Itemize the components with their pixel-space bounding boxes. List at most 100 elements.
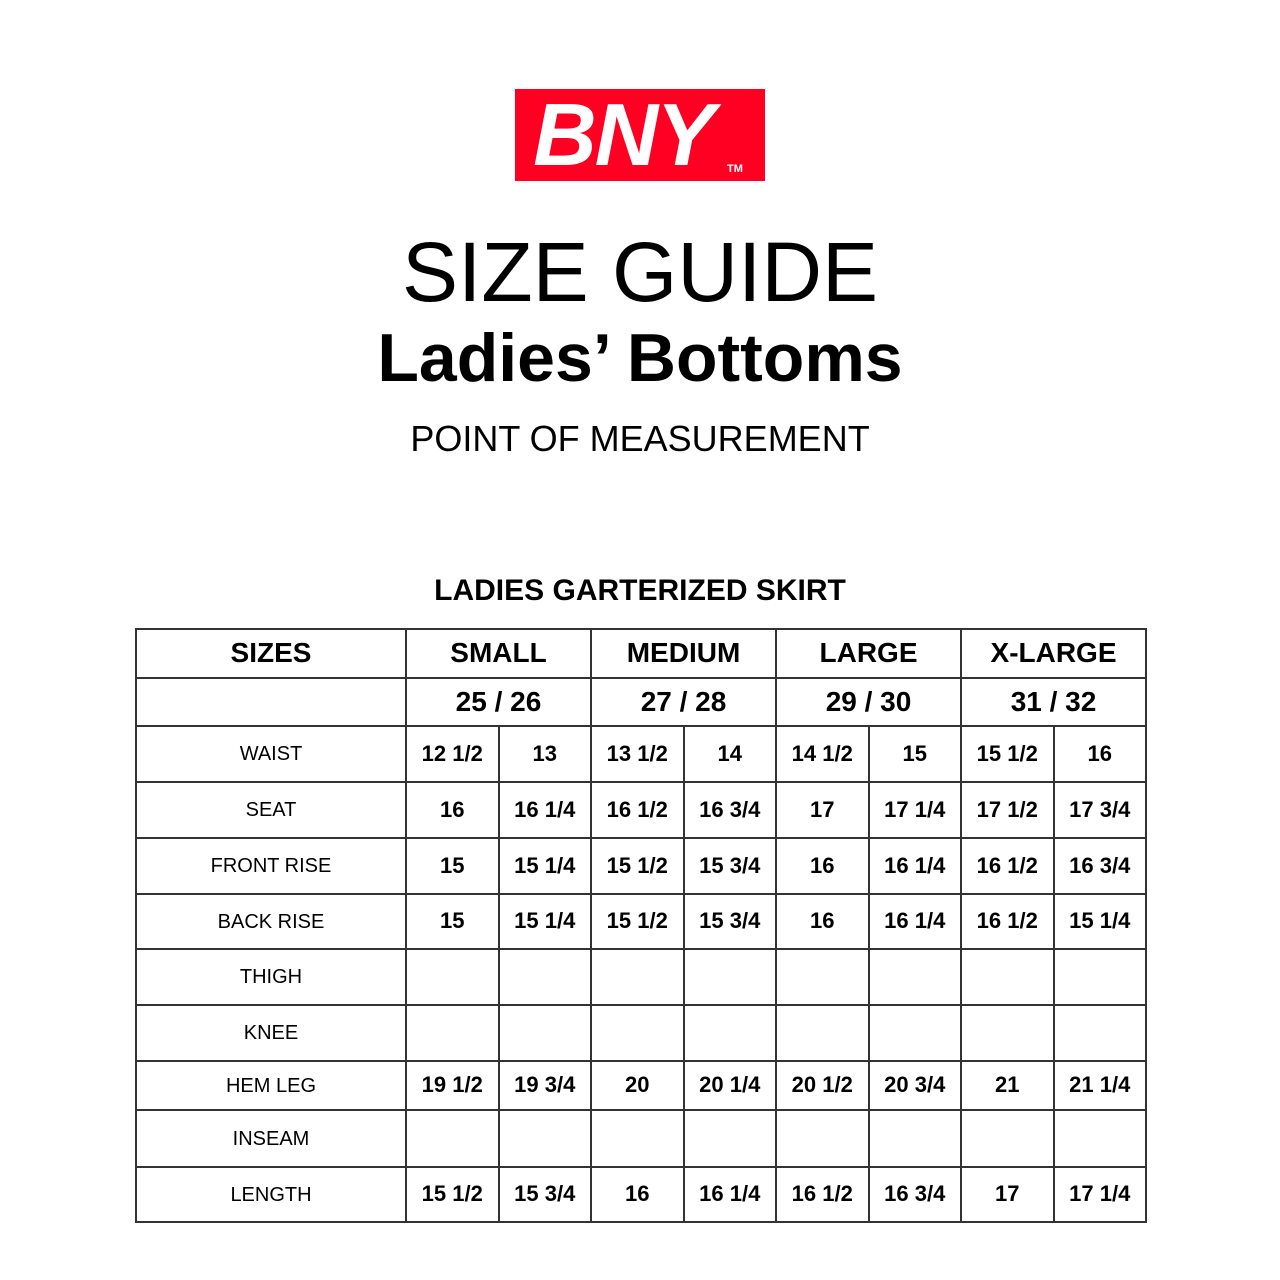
measurement-value: 16 [1052, 725, 1148, 783]
measurement-value: 16 1/2 [775, 1166, 870, 1223]
page-subtitle: Ladies’ Bottoms [377, 320, 903, 396]
measurement-value: 15 1/2 [590, 893, 685, 950]
table-row: HEM LEG 19 1/2 19 3/4 20 20 1/4 20 1/2 20 3/4 2… [135, 1060, 1148, 1111]
measurement-value: 16 1/2 [960, 893, 1055, 950]
measurement-value [960, 1109, 1055, 1168]
logo-text: BNY [533, 89, 715, 181]
table-row: FRONT RISE 15 15 1/4 15 1/2 15 3/4 16 16 1/4 16… [135, 837, 1148, 895]
measurement-value: 16 [405, 781, 500, 839]
measurement-value: 15 3/4 [682, 893, 778, 950]
measurement-label: KNEE [135, 1004, 407, 1062]
size-range: 29 / 30 [775, 677, 963, 727]
measurement-value [1052, 948, 1148, 1006]
measurement-label: BACK RISE [135, 893, 407, 950]
measurement-value: 21 1/4 [1052, 1060, 1148, 1111]
measurement-value: 17 1/2 [960, 781, 1055, 839]
measurement-value: 15 1/2 [405, 1166, 500, 1223]
table-row: KNEE [135, 1004, 1148, 1062]
measurement-label: SEAT [135, 781, 407, 839]
size-table: SIZES SMALL MEDIUM LARGE X-LARGE 25 / 26 27 / … [135, 628, 1148, 1223]
measurement-value: 14 1/2 [775, 725, 870, 783]
size-name: MEDIUM [589, 628, 778, 679]
size-range: 27 / 28 [589, 677, 778, 727]
measurement-value [1052, 1004, 1148, 1062]
table-title: LADIES GARTERIZED SKIRT [434, 574, 846, 607]
measurement-value: 16 1/4 [867, 837, 963, 895]
measurement-value [590, 948, 685, 1006]
measurement-value [960, 1004, 1055, 1062]
size-range: 25 / 26 [405, 677, 592, 727]
table-row: WAIST 12 1/2 13 13 1/2 14 14 1/2 15 15 1/2 16 [135, 725, 1148, 783]
measurement-value: 15 1/4 [1052, 893, 1148, 950]
measurement-label: THIGH [135, 948, 407, 1006]
measurement-value: 16 3/4 [1052, 837, 1148, 895]
measurement-value [867, 1004, 963, 1062]
measurement-value: 15 1/4 [497, 893, 592, 950]
measurement-value: 16 3/4 [867, 1166, 963, 1223]
measurement-value [590, 1109, 685, 1168]
measurement-value [405, 948, 500, 1006]
measurement-value: 20 [590, 1060, 685, 1111]
measurement-value [590, 1004, 685, 1062]
measurement-value [775, 948, 870, 1006]
measurement-value [775, 1004, 870, 1062]
page-title: SIZE GUIDE [401, 225, 879, 319]
measurement-value: 16 1/2 [590, 781, 685, 839]
measurement-value [775, 1109, 870, 1168]
measurement-value: 15 1/4 [497, 837, 592, 895]
measurement-value: 15 [405, 893, 500, 950]
measurement-value: 20 1/4 [682, 1060, 778, 1111]
table-row: BACK RISE 15 15 1/4 15 1/2 15 3/4 16 16 1/4 16 … [135, 893, 1148, 950]
measurement-value: 16 [775, 837, 870, 895]
measurement-value: 19 1/2 [405, 1060, 500, 1111]
measurement-value: 16 1/4 [497, 781, 592, 839]
size-name-row: SIZES SMALL MEDIUM LARGE X-LARGE [135, 628, 1148, 679]
measurement-label: WAIST [135, 725, 407, 783]
measurement-value [867, 948, 963, 1006]
trademark-mark: TM [727, 163, 743, 175]
measurement-value: 17 1/4 [867, 781, 963, 839]
measurement-value: 15 1/2 [960, 725, 1055, 783]
measurement-value: 20 1/2 [775, 1060, 870, 1111]
measurement-value: 20 3/4 [867, 1060, 963, 1111]
measurement-value: 12 1/2 [405, 725, 500, 783]
measurement-value: 13 [497, 725, 592, 783]
sizes-header: SIZES [135, 628, 407, 679]
size-name: SMALL [405, 628, 592, 679]
measurement-value [497, 1109, 592, 1168]
measurement-value: 17 1/4 [1052, 1166, 1148, 1223]
measurement-value: 13 1/2 [590, 725, 685, 783]
table-row: INSEAM [135, 1109, 1148, 1168]
measurement-value: 14 [682, 725, 778, 783]
table-row: THIGH [135, 948, 1148, 1006]
measurement-label: HEM LEG [135, 1060, 407, 1111]
table-row: LENGTH 15 1/2 15 3/4 16 16 1/4 16 1/2 16 3/4 17… [135, 1166, 1148, 1223]
size-range-row: 25 / 26 27 / 28 29 / 30 31 / 32 [135, 677, 1148, 727]
measurement-value: 15 1/2 [590, 837, 685, 895]
measurement-value: 16 1/4 [682, 1166, 778, 1223]
measurement-label: INSEAM [135, 1109, 407, 1168]
measurement-value: 19 3/4 [497, 1060, 592, 1111]
size-name: X-LARGE [960, 628, 1148, 679]
measurement-value [867, 1109, 963, 1168]
size-name: LARGE [775, 628, 963, 679]
measurement-value: 15 3/4 [497, 1166, 592, 1223]
measurement-value: 15 [405, 837, 500, 895]
point-of-measurement-heading: POINT OF MEASUREMENT [410, 418, 870, 459]
size-range: 31 / 32 [960, 677, 1148, 727]
measurement-value: 16 1/4 [867, 893, 963, 950]
bny-logo: BNY TM [515, 89, 765, 181]
measurement-value [960, 948, 1055, 1006]
measurement-value: 17 [775, 781, 870, 839]
measurement-value: 15 3/4 [682, 837, 778, 895]
measurement-value: 16 [775, 893, 870, 950]
measurement-value [682, 1109, 778, 1168]
measurement-value [497, 948, 592, 1006]
measurement-value: 17 [960, 1166, 1055, 1223]
measurement-value: 15 [867, 725, 963, 783]
measurement-value [1052, 1109, 1148, 1168]
measurement-value [405, 1004, 500, 1062]
measurement-label: LENGTH [135, 1166, 407, 1223]
measurement-label: FRONT RISE [135, 837, 407, 895]
measurement-value: 16 [590, 1166, 685, 1223]
